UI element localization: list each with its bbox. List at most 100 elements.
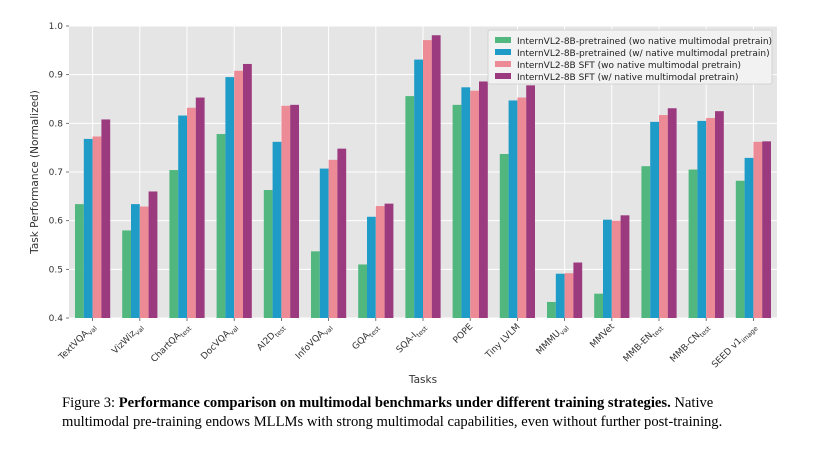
x-tick-group: TextVQAval [57,322,99,364]
x-tick-group: DocVQAval [199,322,240,363]
bar [526,85,535,318]
bar [706,117,715,318]
x-tick-base: MMB-EN [622,331,655,364]
bar [195,97,205,318]
x-tick-base: ChartQA [149,330,184,365]
bar [452,104,462,318]
caption-label: Figure 3: [62,395,116,411]
x-tick-group: POPE [452,322,476,346]
bar [319,168,329,318]
bar [169,170,179,318]
bar [243,63,252,319]
bar [75,204,84,318]
x-tick-subscript: test [367,324,382,339]
bar [547,301,556,318]
x-tick-label: TextVQAval [57,322,99,364]
bar [479,81,488,318]
y-tick-label: 0.6 [49,217,64,227]
bar [555,273,565,318]
x-tick-base: TextVQA [57,328,92,363]
x-tick-base: SEED v1 [710,336,744,370]
x-tick-label: MMMUval [535,322,571,358]
bar [263,190,273,318]
x-tick-label: Tiny LVLM [483,322,522,361]
bar [611,220,621,318]
x-tick-base: Tiny LVLM [483,322,522,361]
bar [101,119,111,318]
x-tick-base: InfoVQA [294,328,327,361]
legend-label: InternVL2-8B SFT (w/ native multimodal p… [517,73,738,83]
bar [762,141,771,318]
y-tick-label: 0.9 [49,71,64,81]
bar [650,121,659,318]
bar [131,204,140,318]
legend-label: InternVL2-8B-pretrained (wo native multi… [517,37,772,47]
x-tick-subscript: test [415,324,430,339]
x-tick-group: MMMUval [535,322,571,358]
bar [414,59,423,319]
bar [564,273,574,318]
bar-chart: 0.4 0.5 0.6 0.7 0.8 0.9 1.0 TextVQAval VizWizval… [29,22,777,386]
x-tick-group: SEED v1image [710,322,759,371]
legend-label: InternVL2-8B-pretrained (w/ native multi… [517,49,770,59]
x-tick-subscript: test [273,324,288,339]
x-tick-group: GQAtest [351,324,383,352]
bar [83,138,93,318]
bar [187,107,196,318]
x-tick-base: MMB-CN [669,331,703,365]
x-tick-base: DocVQA [199,328,233,362]
bar [337,148,347,318]
y-tick-label: 0.8 [49,119,64,129]
legend-swatch [495,61,511,67]
legend-label: InternVL2-8B SFT (wo native multimodal p… [517,61,741,71]
bar [384,203,394,318]
x-tick-label: MMB-ENtest [622,322,666,366]
x-tick-group: ChartQAtest [149,322,193,366]
bar [216,134,226,318]
y-tick-label: 0.7 [49,168,63,178]
legend-box [487,29,773,85]
bar [620,215,630,318]
bar [697,120,707,319]
x-tick-subscript: test [698,324,713,339]
x-tick-group: MMVet [589,322,618,351]
y-tick-label: 0.5 [49,265,63,275]
legend-swatch [495,73,511,79]
bar [508,100,518,319]
bar [367,216,376,318]
x-tick-label: ChartQAtest [149,322,193,366]
x-tick-group: Tiny LVLM [483,322,522,361]
bar [272,141,282,318]
bar [594,293,603,318]
legend-swatch [495,37,511,43]
bar [122,230,131,318]
bar [461,87,471,318]
bar [423,40,432,318]
x-tick-label: POPE [452,322,476,346]
bar [405,96,415,318]
bar [225,77,235,318]
y-tick-label: 1.0 [49,22,64,32]
bar [744,157,754,318]
x-tick-group: VizWizval [110,322,146,358]
bar [281,105,291,319]
bar [573,262,583,318]
caption-bold: Performance comparison on multimodal ben… [118,395,671,411]
caption-text: Native multimodal pre-training endows ML… [62,395,723,430]
x-tick-label: VizWizval [110,322,146,358]
x-tick-label: InfoVQAval [294,322,335,363]
bar [148,191,158,318]
bar [499,153,509,318]
legend-swatch [495,49,511,55]
bar [688,169,698,318]
x-axis-label: Tasks [408,374,437,386]
bar [659,115,668,318]
y-axis-label: Task Performance (Normalized) [29,90,41,255]
bar [735,180,745,318]
bar [311,251,320,318]
x-tick-subscript: test [651,324,666,339]
x-tick-label: DocVQAval [199,322,240,363]
bar [139,206,149,318]
x-tick-label: SEED v1image [710,322,759,371]
bar [92,136,102,318]
